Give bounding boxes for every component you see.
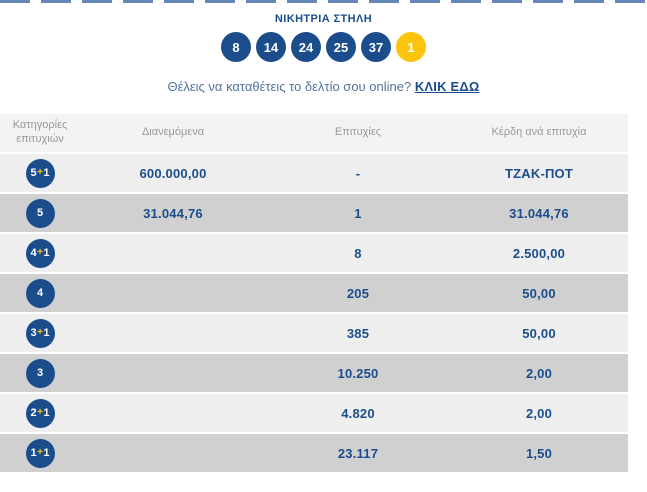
cell-winners: 1 — [354, 205, 362, 221]
category-badge: 3 +1 — [25, 318, 55, 348]
cell-winners: 205 — [346, 285, 370, 301]
cta-text: Θέλεις να καταθέτεις το δελτίο σου onlin… — [167, 79, 415, 94]
winning-number-ball: 37 — [361, 32, 391, 62]
cell-distributed: 31.044,76 — [143, 205, 203, 221]
winning-column-section: ΝΙΚΗΤΡΙΑ ΣΤΗΛΗ 8 14 24 25 37 1 Θέλεις να κατα… — [0, 0, 647, 94]
plus-sign: + — [37, 327, 43, 338]
cell-prize: 50,00 — [522, 285, 556, 301]
cell-category: 1 +1 — [0, 438, 80, 468]
column-header-prize: Κέρδη ανά επιτυχία — [491, 126, 587, 139]
results-table: Κατηγορίες επιτυχιών Διανεμόμενα Επιτυχί… — [0, 114, 628, 472]
plus-sign: + — [37, 447, 43, 458]
winning-number-ball: 24 — [291, 32, 321, 62]
winning-column-title: ΝΙΚΗΤΡΙΑ ΣΤΗΛΗ — [274, 13, 373, 25]
winning-number-ball: 25 — [326, 32, 356, 62]
cell-category: 5 +1 — [0, 158, 80, 188]
category-badge: 1 +1 — [25, 438, 55, 468]
cell-category: 2 +1 — [0, 398, 80, 428]
category-badge: 3 — [25, 358, 55, 388]
top-dashed-divider — [0, 0, 647, 3]
table-row: 2 +1 4.820 2,00 — [0, 394, 628, 432]
category-badge: 4 — [25, 278, 55, 308]
cell-prize: ΤΖΑΚ-ΠΟΤ — [504, 165, 574, 181]
cell-winners: 10.250 — [337, 365, 379, 381]
cell-distributed: 600.000,00 — [139, 165, 207, 181]
category-badge: 5 +1 — [25, 158, 55, 188]
cell-winners: 23.117 — [337, 445, 379, 461]
table-row: 5 31.044,76 1 31.044,76 — [0, 194, 628, 232]
cell-prize: 2,00 — [525, 405, 553, 421]
cell-winners: 4.820 — [341, 405, 375, 421]
category-badge: 5 — [25, 198, 55, 228]
column-header-category: Κατηγορίες επιτυχιών — [12, 119, 68, 145]
winning-number-ball: 14 — [256, 32, 286, 62]
klik-edo-link[interactable]: ΚΛΙΚ ΕΔΩ — [414, 79, 480, 94]
plus-sign: + — [37, 247, 43, 258]
cell-winners: 385 — [346, 325, 370, 341]
table-row: 4 205 50,00 — [0, 274, 628, 312]
table-row: 5 +1 600.000,00 - ΤΖΑΚ-ΠΟΤ — [0, 154, 628, 192]
winning-number-ball: 8 — [221, 32, 251, 62]
cell-prize: 31.044,76 — [509, 205, 569, 221]
cell-winners: 8 — [354, 245, 362, 261]
column-header-winners: Επιτυχίες — [334, 126, 382, 139]
category-badge: 4 +1 — [25, 238, 55, 268]
cell-category: 3 — [0, 358, 80, 388]
cell-prize: 2.500,00 — [512, 245, 566, 261]
cell-category: 5 — [0, 198, 80, 228]
cell-prize: 1,50 — [525, 445, 553, 461]
table-row: 1 +1 23.117 1,50 — [0, 434, 628, 472]
plus-sign: + — [37, 407, 43, 418]
cell-category: 4 — [0, 278, 80, 308]
table-row: 4 +1 8 2.500,00 — [0, 234, 628, 272]
cell-category: 3 +1 — [0, 318, 80, 348]
joker-number-ball: 1 — [396, 32, 426, 62]
column-header-distributed: Διανεμόμενα — [141, 126, 205, 139]
cta-line: Θέλεις να καταθέτεις το δελτίο σου onlin… — [0, 79, 647, 94]
table-row: 3 +1 385 50,00 — [0, 314, 628, 352]
winning-numbers: 8 14 24 25 37 1 — [0, 32, 647, 62]
table-row: 3 10.250 2,00 — [0, 354, 628, 392]
cell-prize: 50,00 — [522, 325, 556, 341]
cell-winners: - — [355, 165, 361, 181]
plus-sign: + — [37, 167, 43, 178]
cell-prize: 2,00 — [525, 365, 553, 381]
results-table-header: Κατηγορίες επιτυχιών Διανεμόμενα Επιτυχί… — [0, 114, 628, 152]
category-badge: 2 +1 — [25, 398, 55, 428]
cell-category: 4 +1 — [0, 238, 80, 268]
